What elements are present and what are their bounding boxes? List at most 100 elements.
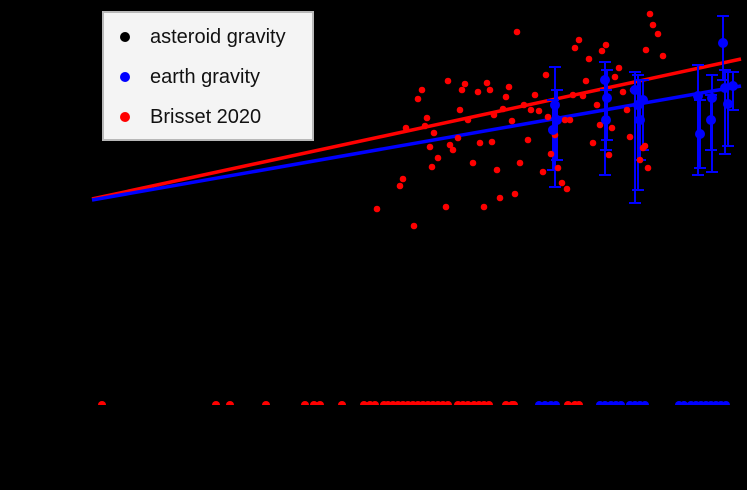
data-point bbox=[569, 91, 577, 99]
axis-marker bbox=[360, 401, 368, 405]
data-point bbox=[630, 85, 640, 95]
axis-projection-markers bbox=[98, 401, 730, 405]
data-point bbox=[566, 116, 574, 124]
data-point bbox=[423, 114, 431, 122]
fit-lines bbox=[91, 57, 742, 202]
data-point bbox=[535, 107, 543, 115]
data-point bbox=[516, 159, 524, 167]
axis-marker bbox=[316, 401, 324, 405]
axis-marker bbox=[601, 401, 609, 405]
data-point bbox=[589, 139, 597, 147]
legend: asteroid gravity earth gravity Brisset 2… bbox=[102, 11, 314, 141]
data-point bbox=[461, 80, 469, 88]
data-point bbox=[547, 150, 555, 158]
data-point bbox=[575, 36, 583, 44]
data-point bbox=[488, 138, 496, 146]
axis-marker bbox=[310, 401, 318, 405]
data-point bbox=[399, 175, 407, 183]
data-point bbox=[402, 124, 410, 132]
data-point bbox=[602, 93, 612, 103]
data-point bbox=[511, 190, 519, 198]
axis-marker bbox=[212, 401, 220, 405]
data-point bbox=[548, 125, 558, 135]
axis-marker bbox=[552, 401, 560, 405]
data-point bbox=[476, 139, 484, 147]
data-point bbox=[563, 185, 571, 193]
data-point bbox=[480, 203, 488, 211]
data-point bbox=[418, 86, 426, 94]
axis-marker bbox=[98, 401, 106, 405]
data-points bbox=[373, 10, 738, 230]
data-point bbox=[638, 95, 648, 105]
data-point bbox=[531, 91, 539, 99]
legend-label: earth gravity bbox=[150, 65, 261, 88]
data-point bbox=[552, 115, 562, 125]
data-point bbox=[636, 156, 644, 164]
data-point bbox=[469, 159, 477, 167]
axis-marker bbox=[535, 401, 543, 405]
data-point bbox=[554, 164, 562, 172]
data-point bbox=[508, 117, 516, 125]
legend-item-asteroid-gravity: asteroid gravity bbox=[104, 17, 286, 57]
data-point bbox=[542, 71, 550, 79]
data-point bbox=[426, 143, 434, 151]
axis-marker bbox=[338, 401, 346, 405]
data-point bbox=[598, 47, 606, 55]
data-point bbox=[458, 86, 466, 94]
data-point bbox=[373, 205, 381, 213]
axis-marker bbox=[510, 401, 518, 405]
data-point bbox=[550, 100, 560, 110]
data-point bbox=[723, 99, 733, 109]
data-point bbox=[499, 105, 507, 113]
data-point bbox=[456, 106, 464, 114]
data-point bbox=[449, 146, 457, 154]
data-point bbox=[644, 164, 652, 172]
fit-line bbox=[91, 84, 742, 202]
axis-marker bbox=[444, 401, 452, 405]
data-point bbox=[520, 101, 528, 109]
data-point bbox=[619, 88, 627, 96]
legend-marker-blue-dot-icon bbox=[120, 72, 130, 82]
data-point bbox=[706, 115, 716, 125]
legend-item-earth-gravity: earth gravity bbox=[104, 57, 260, 97]
data-point bbox=[611, 73, 619, 81]
data-point bbox=[539, 168, 547, 176]
data-point bbox=[493, 166, 501, 174]
axis-marker bbox=[502, 401, 510, 405]
data-point bbox=[593, 101, 601, 109]
data-point bbox=[464, 116, 472, 124]
legend-marker-black-dot-icon bbox=[120, 32, 130, 42]
data-point bbox=[428, 163, 436, 171]
legend-label: asteroid gravity bbox=[150, 25, 286, 48]
axis-marker bbox=[262, 401, 270, 405]
data-point bbox=[561, 116, 569, 124]
data-point bbox=[582, 77, 590, 85]
axis-marker bbox=[371, 401, 379, 405]
data-point bbox=[707, 93, 717, 103]
data-point bbox=[600, 75, 610, 85]
axis-marker bbox=[617, 401, 625, 405]
data-point bbox=[558, 179, 566, 187]
data-point bbox=[430, 129, 438, 137]
data-point bbox=[642, 46, 650, 54]
axis-marker bbox=[575, 401, 583, 405]
data-point bbox=[693, 91, 703, 101]
data-point bbox=[490, 111, 498, 119]
data-point bbox=[442, 203, 450, 211]
data-point bbox=[474, 88, 482, 96]
data-point bbox=[596, 121, 604, 129]
data-point bbox=[496, 194, 504, 202]
data-point bbox=[396, 182, 404, 190]
data-point bbox=[527, 106, 535, 114]
data-point bbox=[659, 52, 667, 60]
axis-marker bbox=[564, 401, 572, 405]
data-point bbox=[623, 106, 631, 114]
axis-marker bbox=[722, 401, 730, 405]
axis-marker bbox=[485, 401, 493, 405]
data-point bbox=[615, 64, 623, 72]
data-point bbox=[446, 141, 454, 149]
axis-marker bbox=[541, 401, 549, 405]
data-point bbox=[608, 124, 616, 132]
data-point bbox=[434, 154, 442, 162]
data-point bbox=[641, 142, 649, 150]
